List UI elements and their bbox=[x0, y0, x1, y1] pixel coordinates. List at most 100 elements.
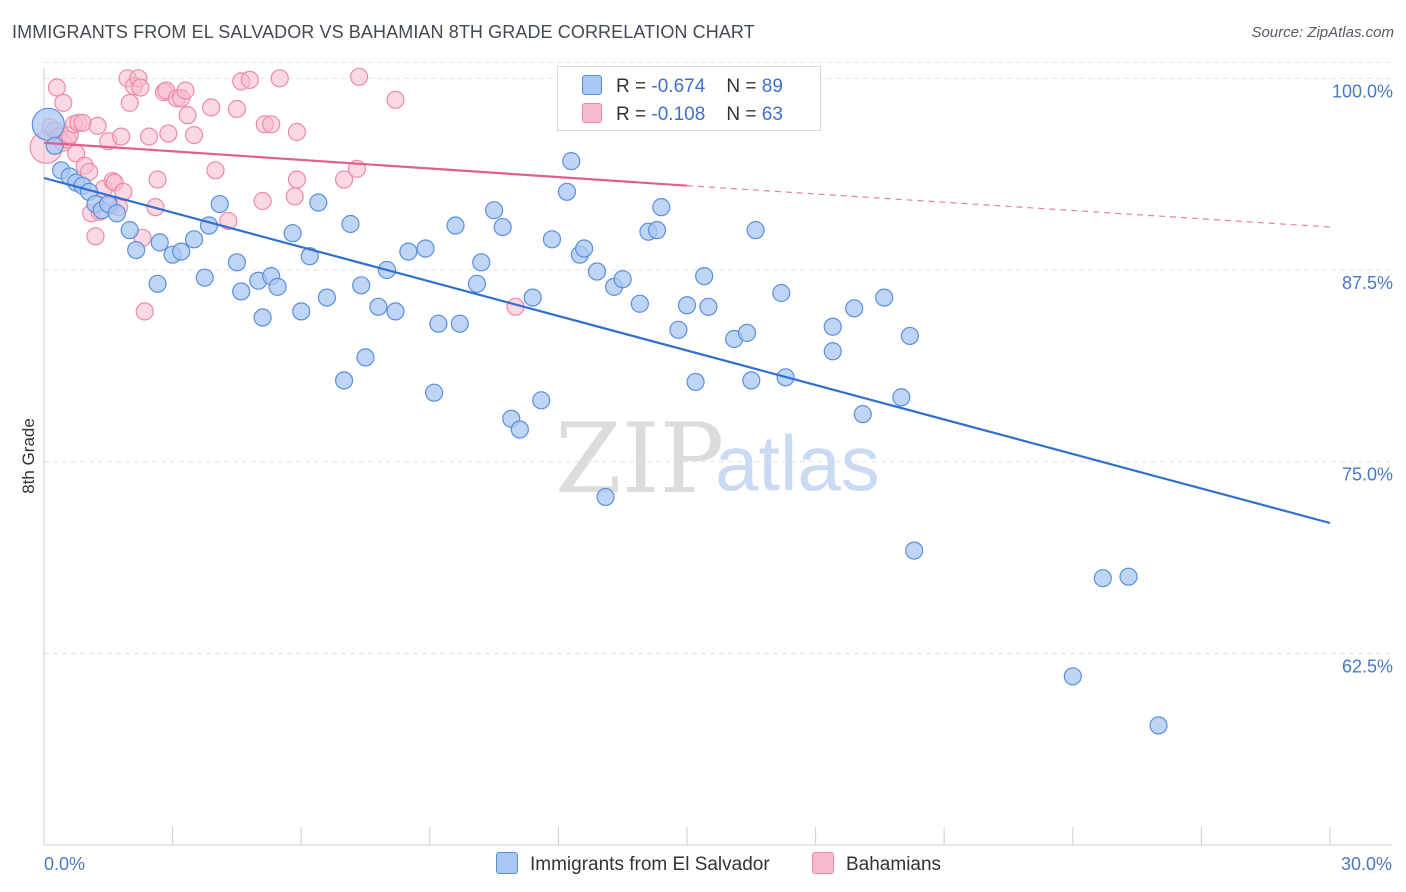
legend-r-value: -0.108 bbox=[651, 104, 706, 125]
point-el-salvador bbox=[686, 372, 705, 392]
y-tick-label: 100.0% bbox=[1332, 81, 1393, 101]
point-el-salvador bbox=[292, 302, 311, 321]
point-el-salvador bbox=[699, 297, 718, 316]
point-el-salvador bbox=[300, 247, 319, 266]
point-el-salvador bbox=[845, 299, 864, 318]
point-el-salvador bbox=[596, 487, 615, 507]
point-bahamians bbox=[88, 116, 107, 135]
stats-legend-row-el-salvador: R = -0.674 N = 89 bbox=[582, 75, 783, 98]
point-el-salvador bbox=[746, 221, 765, 240]
y-tick-label: 62.5% bbox=[1342, 656, 1393, 676]
point-el-salvador bbox=[587, 262, 607, 281]
point-el-salvador bbox=[268, 277, 287, 296]
point-bahamians bbox=[287, 122, 307, 142]
point-bahamians bbox=[202, 98, 221, 117]
point-el-salvador bbox=[562, 152, 581, 171]
point-bahamians bbox=[184, 125, 204, 145]
point-el-salvador bbox=[1093, 569, 1112, 588]
stats-legend-row-bahamians: R = -0.108 N = 63 bbox=[582, 103, 783, 126]
point-el-salvador bbox=[416, 239, 435, 258]
trend-line-el-salvador bbox=[43, 176, 1331, 525]
legend-swatch-bahamians bbox=[582, 103, 602, 123]
trend-lines bbox=[43, 141, 1331, 525]
point-el-salvador bbox=[45, 136, 64, 155]
point-el-salvador bbox=[772, 283, 791, 303]
trend-line-bahamians-extrapolated bbox=[686, 185, 1331, 228]
point-el-salvador bbox=[613, 270, 632, 289]
point-el-salvador bbox=[669, 320, 688, 339]
point-el-salvador bbox=[172, 242, 191, 261]
point-bahamians bbox=[227, 99, 246, 119]
point-el-salvador bbox=[424, 383, 444, 402]
point-el-salvador bbox=[472, 253, 491, 272]
point-bahamians bbox=[349, 67, 369, 86]
legend-item-el-salvador: Immigrants from El Salvador bbox=[496, 852, 770, 876]
point-bahamians bbox=[287, 170, 307, 189]
point-bahamians bbox=[206, 161, 225, 180]
point-el-salvador bbox=[823, 317, 842, 336]
point-el-salvador bbox=[210, 194, 229, 214]
point-el-salvador bbox=[450, 314, 469, 333]
legend-swatch-el-salvador bbox=[582, 75, 602, 95]
point-el-salvador bbox=[309, 193, 328, 212]
point-el-salvador bbox=[510, 420, 529, 439]
point-bahamians bbox=[148, 170, 167, 189]
point-bahamians bbox=[47, 78, 66, 97]
point-bahamians bbox=[131, 78, 150, 97]
point-el-salvador bbox=[532, 391, 551, 410]
point-el-salvador bbox=[1119, 567, 1138, 586]
point-el-salvador bbox=[446, 216, 465, 235]
axes bbox=[43, 68, 1392, 846]
point-el-salvador bbox=[737, 323, 757, 342]
series-el-salvador-points bbox=[31, 92, 1168, 735]
point-el-salvador bbox=[823, 342, 842, 361]
point-el-salvador bbox=[369, 297, 388, 316]
point-el-salvador bbox=[523, 288, 542, 307]
point-bahamians bbox=[159, 124, 178, 143]
point-el-salvador bbox=[227, 253, 246, 272]
point-bahamians bbox=[73, 113, 92, 132]
point-el-salvador bbox=[386, 302, 405, 321]
point-el-salvador bbox=[485, 201, 504, 220]
stats-legend: R = -0.674 N = 89 R = -0.108 N = 63 bbox=[557, 66, 821, 131]
point-el-salvador bbox=[341, 214, 360, 234]
point-el-salvador bbox=[467, 274, 487, 293]
point-el-salvador bbox=[900, 326, 920, 346]
y-axis-label: 8th Grade bbox=[19, 418, 38, 494]
legend-n-label: N = bbox=[726, 104, 757, 125]
point-el-salvador bbox=[630, 294, 649, 313]
point-el-salvador bbox=[542, 230, 562, 249]
trend-line-bahamians bbox=[43, 141, 688, 187]
point-bahamians bbox=[176, 81, 195, 100]
point-el-salvador bbox=[283, 224, 302, 243]
point-el-salvador bbox=[356, 348, 375, 367]
point-el-salvador bbox=[184, 230, 204, 249]
point-bahamians bbox=[270, 69, 289, 88]
x-tick-label: 30.0% bbox=[1341, 854, 1392, 874]
point-el-salvador bbox=[127, 240, 146, 260]
legend-item-bahamians: Bahamians bbox=[812, 852, 941, 876]
legend-n-label: N = bbox=[726, 76, 757, 97]
point-el-salvador bbox=[1063, 667, 1082, 686]
point-bahamians bbox=[120, 93, 139, 112]
point-el-salvador bbox=[334, 371, 354, 390]
legend-r-value: -0.674 bbox=[651, 76, 706, 97]
point-el-salvador bbox=[677, 296, 697, 315]
point-el-salvador bbox=[107, 204, 126, 223]
watermark-zip: ZIP bbox=[555, 403, 724, 515]
legend-swatch bbox=[496, 852, 518, 874]
point-el-salvador bbox=[853, 405, 872, 424]
point-el-salvador bbox=[399, 242, 418, 261]
legend-label: Bahamians bbox=[846, 854, 942, 875]
y-tick-label: 75.0% bbox=[1342, 465, 1393, 485]
legend-n-value: 63 bbox=[761, 104, 783, 125]
point-el-salvador bbox=[317, 288, 337, 307]
point-el-salvador bbox=[232, 282, 251, 301]
point-bahamians bbox=[386, 90, 405, 109]
point-el-salvador bbox=[695, 267, 714, 286]
source-credit: Source: ZipAtlas.com bbox=[1251, 24, 1394, 41]
point-bahamians bbox=[112, 127, 131, 146]
point-bahamians bbox=[178, 106, 197, 125]
point-bahamians bbox=[240, 70, 259, 89]
